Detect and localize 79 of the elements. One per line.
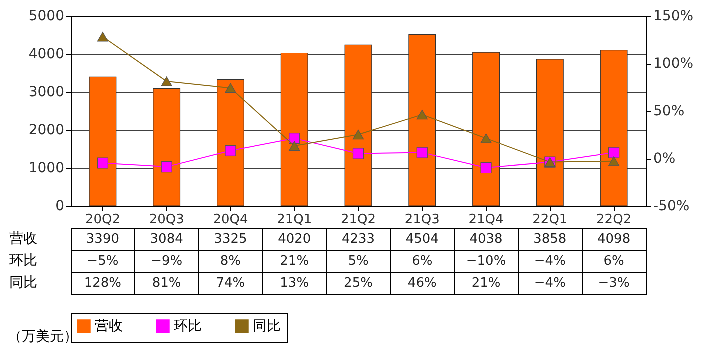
- x-tick-label: 22Q1: [532, 212, 568, 228]
- data-label: 3858: [534, 232, 567, 247]
- x-tick-label: 20Q4: [213, 212, 248, 228]
- y-tick-label: 3000: [28, 84, 64, 100]
- data-label: −4%: [534, 276, 566, 291]
- data-label: 46%: [408, 276, 437, 291]
- bar: [217, 79, 244, 206]
- point: [416, 147, 428, 158]
- point: [289, 141, 300, 151]
- bar: [153, 88, 181, 206]
- data-label: 5%: [348, 254, 369, 269]
- y-tick-label: 5000: [28, 8, 64, 24]
- data-label: 21%: [280, 254, 310, 269]
- point: [352, 130, 364, 140]
- point: [97, 158, 108, 169]
- data-label: 128%: [84, 276, 122, 291]
- text: （万美元）: [8, 328, 78, 346]
- point: [416, 110, 428, 120]
- point: [608, 147, 620, 158]
- y2-tick-label: 0%: [654, 151, 676, 167]
- bar: [472, 52, 500, 206]
- x-tick-label: 20Q2: [85, 212, 120, 228]
- x-tick-label: 21Q3: [404, 212, 440, 228]
- data-label: 3325: [214, 232, 248, 247]
- data-label: −10%: [466, 254, 506, 269]
- point: [480, 162, 492, 174]
- x-tick-label: 20Q3: [149, 212, 184, 228]
- y-tick-label: 0: [56, 198, 64, 214]
- point: [225, 145, 236, 156]
- bar: [600, 50, 628, 206]
- x-tick-label: 22Q2: [596, 212, 632, 228]
- bar: [280, 52, 308, 206]
- point: [352, 148, 364, 160]
- legend-label: 同比: [253, 318, 281, 334]
- data-label: 6%: [604, 254, 624, 269]
- y-tick-label: 4000: [28, 46, 64, 62]
- y2-tick-label: -50%: [654, 198, 690, 214]
- point: [289, 133, 300, 144]
- point: [608, 156, 620, 166]
- data-label: −9%: [151, 254, 183, 269]
- bar: [536, 59, 564, 206]
- bar: [408, 34, 436, 206]
- data-label: 6%: [412, 254, 433, 269]
- data-label: 3390: [86, 232, 120, 247]
- point: [161, 162, 172, 173]
- data-label: 81%: [152, 276, 182, 291]
- data-label: 25%: [344, 276, 373, 291]
- text: 营收: [10, 231, 38, 247]
- data-label: 4098: [598, 232, 631, 247]
- legend-label: 营收: [95, 318, 123, 334]
- data-label: −4%: [534, 254, 566, 269]
- data-label: 3084: [150, 232, 184, 247]
- data-label: 4020: [278, 232, 312, 247]
- point: [225, 83, 236, 94]
- y2-tick-label: 50%: [654, 104, 685, 120]
- data-label: 4038: [470, 232, 503, 247]
- y-tick-label: 1000: [28, 160, 64, 176]
- data-label: 74%: [216, 276, 246, 291]
- x-tick-label: 21Q2: [340, 212, 376, 228]
- point: [97, 32, 108, 42]
- y2-tick-label: 150%: [654, 8, 694, 24]
- x-tick-label: 21Q4: [468, 212, 504, 228]
- y-tick-label: 2000: [28, 122, 64, 138]
- data-label: −3%: [598, 276, 630, 291]
- bar: [344, 44, 372, 206]
- data-label: 4233: [342, 232, 376, 247]
- text: 同比: [10, 275, 38, 291]
- legend-label: 环比: [174, 318, 202, 334]
- point: [161, 76, 172, 86]
- data-label: 8%: [220, 254, 242, 269]
- data-label: 21%: [472, 276, 501, 291]
- x-tick-label: 21Q1: [277, 212, 312, 228]
- bar: [89, 76, 117, 206]
- data-label: −5%: [87, 254, 119, 269]
- point: [480, 134, 492, 144]
- data-label: 13%: [280, 276, 310, 291]
- y2-tick-label: 100%: [654, 56, 694, 72]
- text: 环比: [10, 253, 38, 269]
- data-label: 4504: [406, 232, 439, 247]
